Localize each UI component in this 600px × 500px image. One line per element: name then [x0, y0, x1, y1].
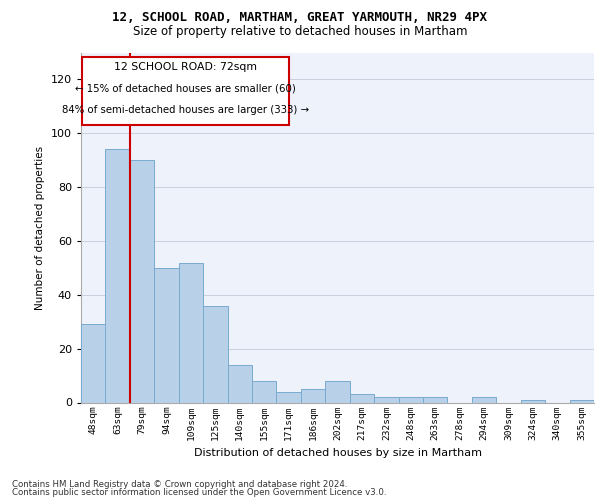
Bar [301, 389, 325, 402]
Y-axis label: Number of detached properties: Number of detached properties [35, 146, 45, 310]
Text: 84% of semi-detached houses are larger (333) →: 84% of semi-detached houses are larger (… [62, 105, 309, 115]
Bar [472, 397, 496, 402]
Bar [252, 381, 277, 402]
Bar [521, 400, 545, 402]
Bar [106, 150, 130, 402]
Text: Contains HM Land Registry data © Crown copyright and database right 2024.: Contains HM Land Registry data © Crown c… [12, 480, 347, 489]
Bar [277, 392, 301, 402]
X-axis label: Distribution of detached houses by size in Martham: Distribution of detached houses by size … [193, 448, 482, 458]
Bar [374, 397, 398, 402]
Text: 12, SCHOOL ROAD, MARTHAM, GREAT YARMOUTH, NR29 4PX: 12, SCHOOL ROAD, MARTHAM, GREAT YARMOUTH… [113, 11, 487, 24]
Bar [423, 397, 448, 402]
Bar [398, 397, 423, 402]
Bar [179, 262, 203, 402]
Bar [203, 306, 227, 402]
Bar [130, 160, 154, 402]
Text: 12 SCHOOL ROAD: 72sqm: 12 SCHOOL ROAD: 72sqm [114, 62, 257, 72]
Bar [81, 324, 106, 402]
FancyBboxPatch shape [82, 56, 289, 125]
Bar [350, 394, 374, 402]
Text: Size of property relative to detached houses in Martham: Size of property relative to detached ho… [133, 25, 467, 38]
Bar [154, 268, 179, 402]
Text: Contains public sector information licensed under the Open Government Licence v3: Contains public sector information licen… [12, 488, 386, 497]
Bar [569, 400, 594, 402]
Text: ← 15% of detached houses are smaller (60): ← 15% of detached houses are smaller (60… [75, 84, 296, 94]
Bar [227, 365, 252, 403]
Bar [325, 381, 350, 402]
